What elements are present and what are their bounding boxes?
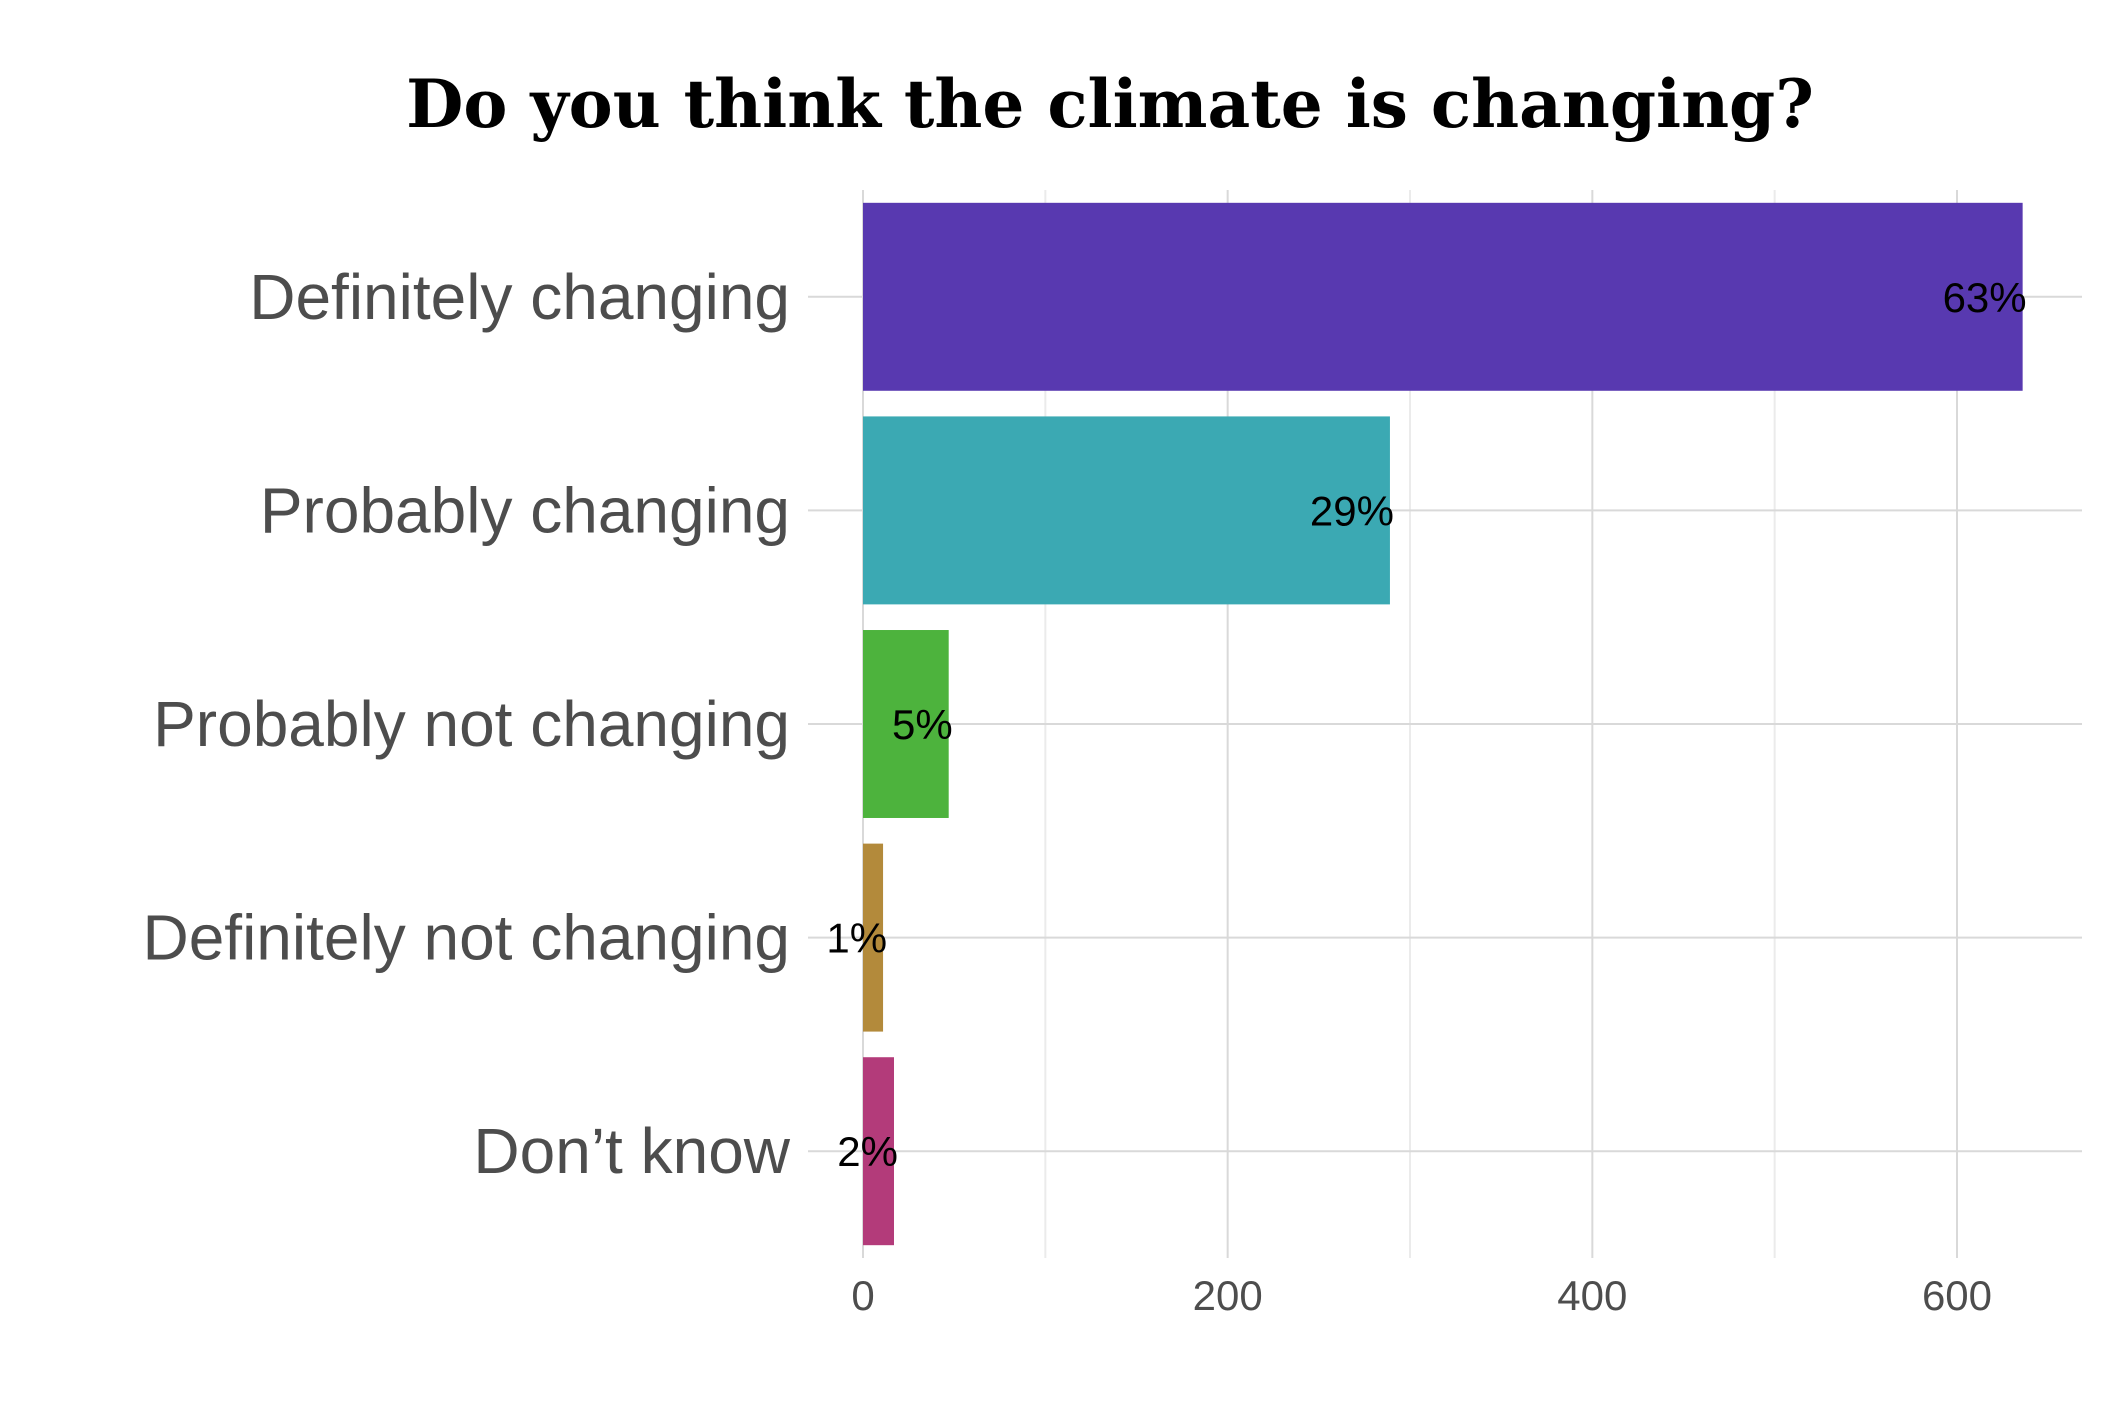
data-labels: 63% 29% 5% 1% 2%: [826, 274, 2026, 1175]
data-label-0: 63%: [1943, 274, 2027, 321]
data-label-1: 29%: [1310, 487, 1394, 534]
bar-3: [863, 843, 884, 1032]
data-label-3: 1%: [826, 915, 887, 962]
x-tick-label-2: 400: [1557, 1272, 1627, 1319]
bars: [863, 202, 2023, 1246]
bar-4: [863, 1057, 894, 1246]
category-label-1: Probably changing: [260, 474, 790, 546]
x-tick-label-3: 600: [1922, 1272, 1992, 1319]
category-label-3: Definitely not changing: [142, 902, 790, 974]
x-tick-label-0: 0: [851, 1272, 874, 1319]
category-labels: Definitely changing Probably changing Prob…: [142, 261, 790, 1187]
category-label-0: Definitely changing: [249, 261, 790, 333]
chart-title: Do you think the climate is changing?: [406, 65, 1814, 143]
data-label-4: 2%: [837, 1128, 898, 1175]
data-label-2: 5%: [892, 701, 953, 748]
category-label-2: Probably not changing: [153, 688, 790, 760]
x-tick-label-1: 200: [1193, 1272, 1263, 1319]
bar-2: [863, 630, 949, 818]
category-label-4: Don’t know: [473, 1115, 790, 1187]
bar-0: [863, 202, 2023, 391]
bar-1: [863, 416, 1390, 605]
x-axis-ticks: 0 200 400 600: [851, 1272, 1992, 1319]
